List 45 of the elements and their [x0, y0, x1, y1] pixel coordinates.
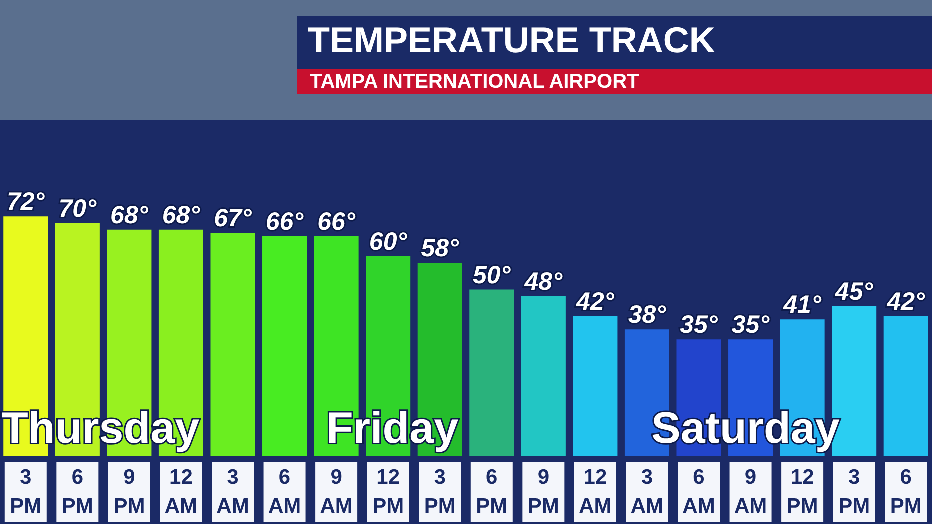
data-label: 60°: [369, 228, 408, 256]
data-label: 35°: [680, 311, 719, 340]
x-tick-label: 3 PM: [10, 466, 42, 518]
data-label: 35°: [732, 311, 771, 340]
x-tick-label: 3 AM: [216, 466, 250, 518]
data-label: 50°: [472, 261, 512, 290]
chart-title: TEMPERATURE TRACK: [308, 20, 716, 60]
x-tick-label: 9 PM: [528, 466, 560, 518]
data-label: 41°: [782, 291, 822, 320]
x-tick-label: 9 AM: [734, 466, 768, 518]
bar: [470, 290, 514, 456]
bar: [521, 296, 566, 456]
x-tick-label: 6 PM: [476, 466, 508, 518]
x-tick-label: 9 AM: [320, 466, 353, 518]
x-tick-label: 6 AM: [682, 466, 716, 518]
x-tick-label: 6 PM: [890, 466, 922, 518]
x-tick-label: 6 AM: [268, 466, 302, 518]
x-tick-label: 3 AM: [630, 466, 664, 518]
x-tick-label: 3 PM: [838, 466, 870, 518]
x-tick-label: 12 AM: [164, 466, 198, 518]
data-label: 67°: [214, 204, 253, 233]
bar: [210, 233, 256, 456]
data-label: 42°: [886, 288, 926, 316]
x-tick-label: 3 PM: [424, 466, 456, 518]
data-label: 38°: [628, 301, 668, 330]
data-label: 68°: [110, 201, 150, 230]
x-tick-label: 12 AM: [579, 466, 612, 518]
data-label: 70°: [58, 194, 98, 223]
x-tick-label: 6 PM: [62, 466, 94, 518]
data-label: 58°: [421, 234, 460, 263]
data-label: 68°: [162, 201, 202, 230]
data-label: 45°: [834, 278, 874, 306]
bar: [262, 236, 308, 456]
chart-subtitle: TAMPA INTERNATIONAL AIRPORT: [310, 71, 640, 93]
x-tick-label: 12 PM: [372, 466, 404, 518]
annotation: Saturday: [652, 404, 840, 453]
data-label: 42°: [576, 288, 616, 316]
data-label: 72°: [6, 188, 46, 216]
data-label: 66°: [266, 208, 305, 236]
data-label: 48°: [524, 268, 564, 296]
x-tick-label: 12 PM: [786, 466, 818, 518]
bar: [573, 316, 618, 456]
x-tick-label: 9 PM: [114, 466, 146, 518]
data-label: 66°: [318, 208, 356, 236]
bar: [884, 316, 928, 456]
